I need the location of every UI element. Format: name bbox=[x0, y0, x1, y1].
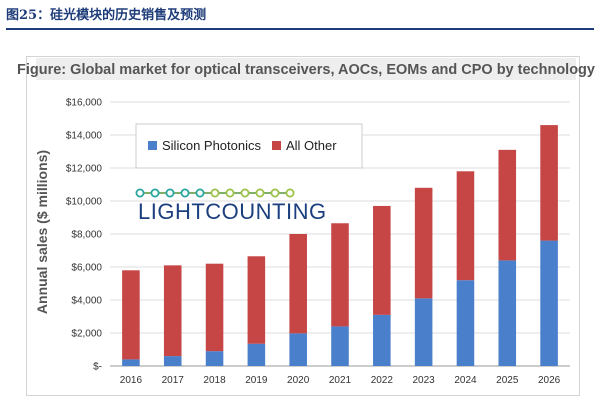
bar-all-other-2024 bbox=[456, 171, 475, 281]
bar-silicon-photonics-2016 bbox=[122, 359, 140, 366]
legend-swatch-silicon-photonics bbox=[148, 141, 157, 150]
y-axis-ticks: $- $2,000 $4,000 $6,000 $8,000 $10,000 $12,000… bbox=[66, 98, 103, 373]
bar-silicon-photonics-2025 bbox=[498, 260, 517, 366]
bar-all-other-2017 bbox=[163, 265, 182, 357]
x-tick-label: 2016 bbox=[120, 375, 143, 386]
x-tick-label: 2022 bbox=[371, 375, 394, 386]
title-band bbox=[36, 58, 576, 80]
bar-all-other-2026 bbox=[540, 125, 558, 241]
y-tick-label: $10,000 bbox=[66, 197, 103, 208]
x-tick-label: 2021 bbox=[329, 375, 352, 386]
y-tick-label: $- bbox=[93, 362, 102, 373]
logo-dot bbox=[135, 188, 145, 198]
logo-dot bbox=[225, 188, 235, 198]
bar-all-other-2023 bbox=[414, 187, 433, 299]
logo-dots bbox=[135, 188, 295, 198]
logo-wordmark: LIGHTCOUNTING bbox=[138, 199, 327, 224]
y-tick-label: $6,000 bbox=[71, 263, 102, 274]
x-tick-label: 2024 bbox=[454, 375, 477, 386]
y-tick-label: $8,000 bbox=[71, 230, 102, 241]
logo-dot bbox=[195, 188, 205, 198]
bar-silicon-photonics-2022 bbox=[373, 314, 391, 366]
y-tick-label: $2,000 bbox=[71, 329, 102, 340]
y-axis-label: Annual sales ($ millions) bbox=[34, 150, 50, 314]
chart-title: Figure: Global market for optical transc… bbox=[17, 62, 595, 78]
lightcounting-logo: LIGHTCOUNTING bbox=[135, 188, 327, 224]
legend: Silicon Photonics All Other bbox=[135, 123, 363, 169]
caption-divider bbox=[6, 28, 594, 30]
bars bbox=[122, 125, 558, 366]
y-tick-label: $4,000 bbox=[71, 296, 102, 307]
bar-all-other-2021 bbox=[331, 223, 349, 327]
x-tick-label: 2023 bbox=[413, 375, 436, 386]
bar-silicon-photonics-2018 bbox=[205, 351, 224, 366]
bar-silicon-photonics-2019 bbox=[247, 343, 266, 366]
bar-all-other-2019 bbox=[247, 256, 266, 344]
y-tick-label: $14,000 bbox=[66, 131, 103, 142]
bar-all-other-2022 bbox=[373, 205, 391, 315]
x-tick-label: 2025 bbox=[496, 375, 519, 386]
logo-dot bbox=[150, 188, 160, 198]
logo-dot bbox=[210, 188, 220, 198]
logo-dot bbox=[240, 188, 250, 198]
legend-box bbox=[135, 123, 363, 169]
bar-all-other-2020 bbox=[289, 234, 307, 334]
legend-label-all-other: All Other bbox=[286, 138, 337, 153]
logo-dot bbox=[255, 188, 265, 198]
bar-all-other-2016 bbox=[122, 270, 140, 360]
logo-dot bbox=[180, 188, 190, 198]
bar-silicon-photonics-2023 bbox=[414, 298, 433, 366]
legend-label-silicon-photonics: Silicon Photonics bbox=[162, 138, 261, 153]
y-tick-label: $16,000 bbox=[66, 98, 103, 109]
x-tick-label: 2026 bbox=[538, 375, 561, 386]
bar-silicon-photonics-2024 bbox=[456, 280, 475, 366]
figure-caption: 图25：硅光模块的历史销售及预测 bbox=[6, 8, 207, 23]
bar-silicon-photonics-2026 bbox=[540, 240, 558, 366]
bar-all-other-2025 bbox=[498, 149, 517, 261]
logo-dot bbox=[285, 188, 295, 198]
logo-dot bbox=[165, 188, 175, 198]
x-tick-label: 2017 bbox=[162, 375, 185, 386]
x-tick-label: 2019 bbox=[245, 375, 268, 386]
bar-silicon-photonics-2020 bbox=[289, 333, 307, 366]
bar-silicon-photonics-2017 bbox=[163, 356, 182, 366]
legend-swatch-all-other bbox=[272, 141, 281, 150]
bar-all-other-2018 bbox=[205, 263, 224, 352]
x-axis-ticks: 2016 2017 2018 2019 2020 2021 2022 2023 2024 2025… bbox=[120, 375, 561, 386]
x-tick-label: 2018 bbox=[203, 375, 226, 386]
logo-dot bbox=[270, 188, 280, 198]
x-tick-label: 2020 bbox=[287, 375, 310, 386]
y-tick-label: $12,000 bbox=[66, 164, 103, 175]
bar-silicon-photonics-2021 bbox=[331, 326, 349, 366]
